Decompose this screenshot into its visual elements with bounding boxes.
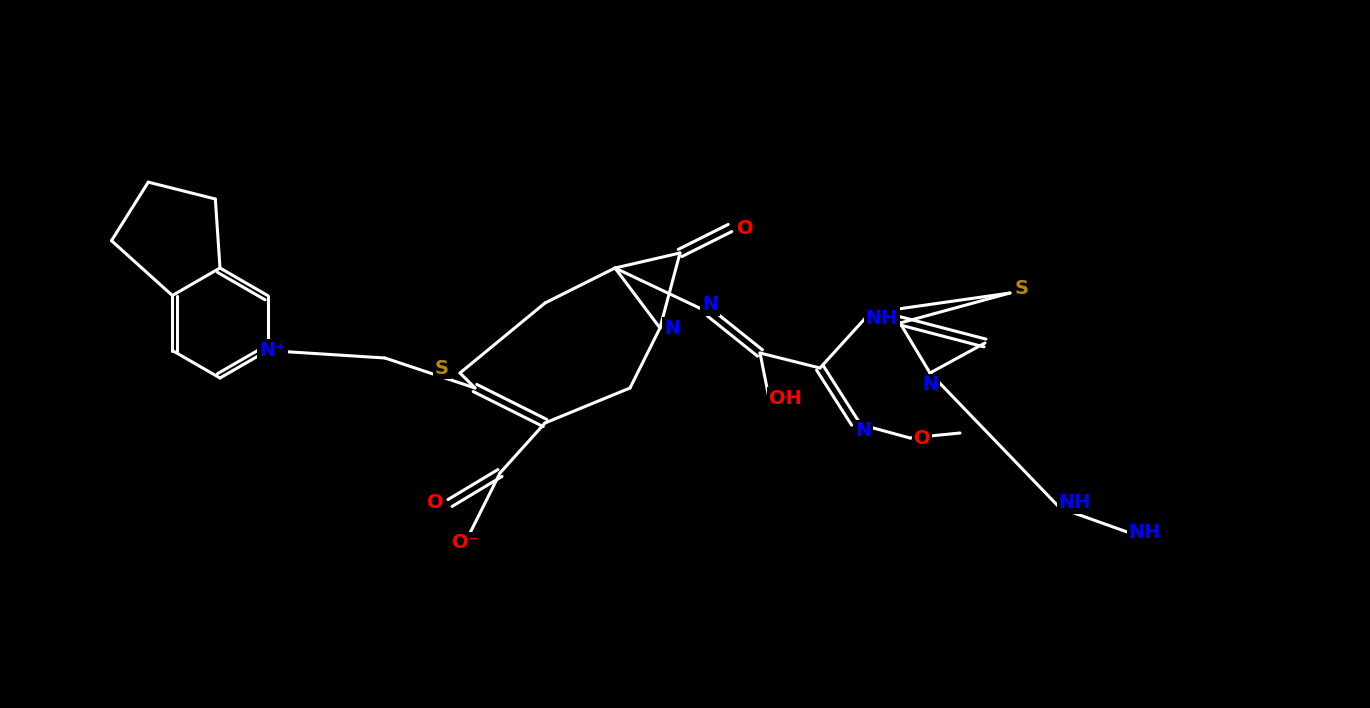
Text: O: O (426, 493, 444, 513)
Text: NH: NH (1059, 493, 1092, 513)
Text: N⁺: N⁺ (259, 341, 286, 360)
Text: O: O (737, 219, 754, 237)
Text: N: N (922, 375, 938, 394)
Text: N: N (701, 295, 718, 314)
Text: S: S (436, 358, 449, 377)
Text: O⁻: O⁻ (452, 534, 478, 552)
Text: OH: OH (769, 389, 801, 408)
Text: N: N (855, 421, 871, 440)
Text: O: O (914, 428, 930, 447)
Text: S: S (1015, 278, 1029, 297)
Text: N: N (664, 319, 680, 338)
Text: NH: NH (866, 309, 899, 328)
Text: NH: NH (1129, 523, 1162, 542)
